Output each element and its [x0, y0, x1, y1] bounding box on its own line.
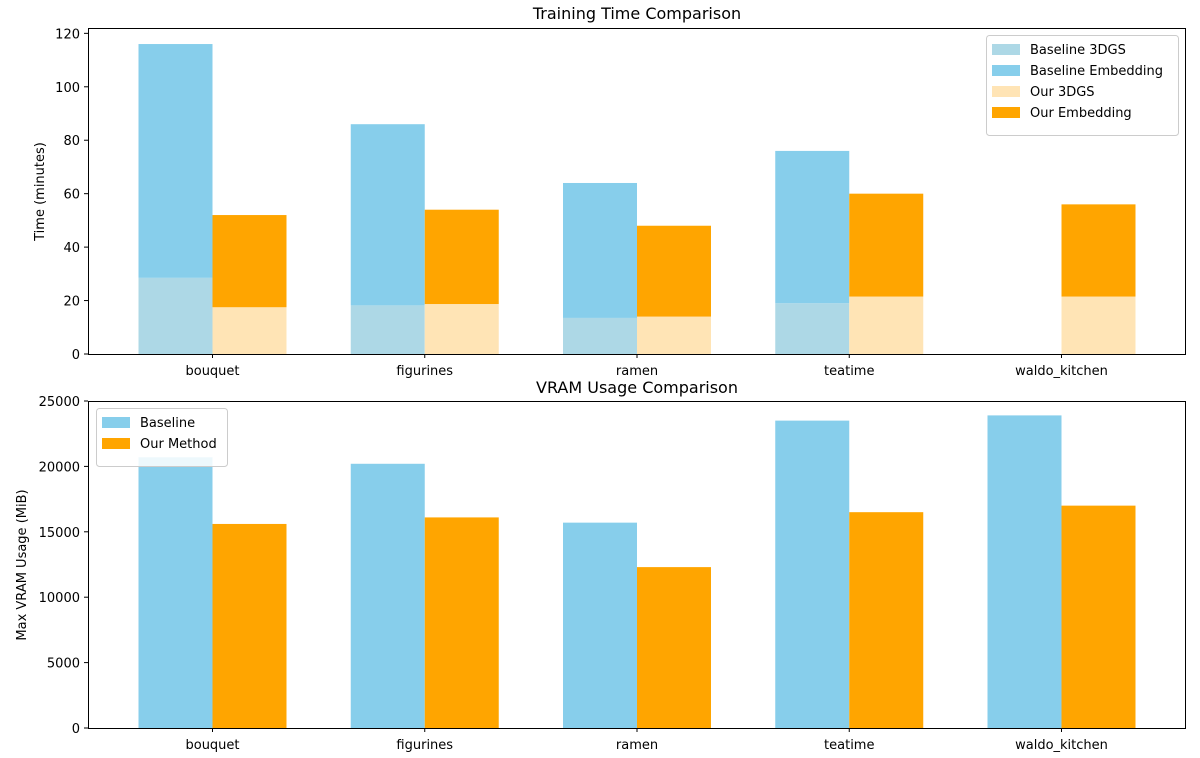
y-tick-label: 0 [72, 348, 80, 363]
bar-our-method-teatime [849, 512, 924, 728]
bar-baseline-embedding-ramen [563, 182, 637, 318]
chart-title: VRAM Usage Comparison [536, 378, 738, 397]
bar-baseline-bouquet [138, 457, 213, 728]
bar-baseline-embedding-figurines [350, 124, 425, 306]
y-tick-label: 40 [63, 241, 80, 256]
bar-our-3dgs-bouquet [212, 307, 287, 354]
y-tick-label: 20 [63, 295, 80, 310]
legend-swatch-baseline-embedding [992, 65, 1020, 76]
bar-our-method-bouquet [212, 523, 287, 728]
training-time-chart: Training Time Comparison Time (minutes) … [33, 4, 1186, 379]
legend-label-our-embedding: Our Embedding [1030, 106, 1132, 121]
vram-usage-chart: VRAM Usage Comparison Max VRAM Usage (Mi… [15, 378, 1186, 753]
bars [138, 415, 1136, 728]
bar-our-3dgs-waldo-kitchen [1061, 296, 1136, 354]
bar-baseline-ramen [563, 522, 637, 728]
bar-our-embedding-teatime [849, 193, 924, 297]
bar-our-method-waldo-kitchen [1061, 505, 1136, 728]
bar-our-embedding-figurines [424, 209, 499, 305]
x-tick-label: teatime [824, 738, 874, 753]
y-tick-label: 80 [63, 134, 80, 149]
bar-baseline-3dgs-bouquet [138, 277, 213, 354]
bar-baseline-figurines [350, 463, 425, 728]
legend-label-baseline-3dgs: Baseline 3DGS [1030, 43, 1126, 58]
x-tick-label: bouquet [185, 364, 239, 379]
legend-swatch-our-embedding [992, 107, 1020, 118]
bar-our-method-figurines [424, 517, 499, 728]
bar-our-embedding-ramen [637, 225, 711, 317]
bar-our-method-ramen [637, 567, 711, 728]
bar-our-3dgs-ramen [637, 316, 711, 354]
legend-frame [986, 35, 1179, 136]
legend-label-our-3dgs: Our 3DGS [1030, 85, 1095, 100]
x-ticks: bouquet figurines ramen teatime waldo_kitche… [185, 354, 1108, 379]
bar-baseline-embedding-teatime [775, 150, 850, 304]
bar-our-3dgs-figurines [424, 304, 499, 354]
x-tick-label: waldo_kitchen [1015, 738, 1108, 753]
y-ticks: 0 5000 10000 15000 20000 25000 [39, 395, 88, 737]
bar-baseline-embedding-bouquet [138, 44, 213, 278]
legend: Baseline Our Method [96, 408, 228, 467]
legend-swatch-our-3dgs [992, 86, 1020, 97]
y-axis-label: Time (minutes) [33, 142, 48, 242]
y-tick-label: 60 [63, 188, 80, 203]
bar-baseline-3dgs-teatime [775, 303, 850, 354]
y-tick-label: 20000 [39, 460, 80, 475]
bar-our-embedding-waldo-kitchen [1061, 204, 1136, 297]
x-tick-label: ramen [616, 364, 658, 379]
x-tick-label: figurines [396, 364, 453, 379]
legend-swatch-our-method [102, 438, 130, 449]
y-tick-label: 0 [72, 722, 80, 737]
x-tick-label: ramen [616, 738, 658, 753]
legend-label-baseline: Baseline [140, 416, 195, 431]
y-tick-label: 5000 [47, 657, 80, 672]
chart-title: Training Time Comparison [532, 4, 741, 23]
bar-our-3dgs-teatime [849, 296, 924, 354]
x-tick-label: figurines [396, 738, 453, 753]
legend: Baseline 3DGS Baseline Embedding Our 3DGS O… [986, 35, 1179, 136]
y-tick-label: 100 [55, 81, 80, 96]
y-tick-label: 25000 [39, 395, 80, 410]
bar-our-embedding-bouquet [212, 215, 287, 308]
legend-swatch-baseline-3dgs [992, 44, 1020, 55]
x-tick-label: waldo_kitchen [1015, 364, 1108, 379]
legend-label-our-method: Our Method [140, 437, 217, 452]
legend-label-baseline-embedding: Baseline Embedding [1030, 64, 1163, 79]
y-tick-label: 120 [55, 27, 80, 42]
bars [138, 44, 1136, 354]
y-axis-label: Max VRAM Usage (MiB) [15, 489, 30, 640]
x-tick-label: bouquet [185, 738, 239, 753]
y-ticks: 0 20 40 60 80 100 120 [55, 27, 88, 363]
bar-baseline-waldo-kitchen [987, 415, 1062, 728]
bar-baseline-teatime [775, 420, 850, 728]
x-tick-label: teatime [824, 364, 874, 379]
bar-baseline-3dgs-figurines [350, 305, 425, 354]
bar-baseline-3dgs-ramen [563, 317, 637, 354]
legend-swatch-baseline [102, 417, 130, 428]
y-tick-label: 10000 [39, 591, 80, 606]
x-ticks: bouquet figurines ramen teatime waldo_kitche… [185, 728, 1108, 753]
y-tick-label: 15000 [39, 526, 80, 541]
